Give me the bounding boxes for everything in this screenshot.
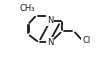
Text: N: N (47, 38, 54, 47)
Text: Cl: Cl (82, 36, 91, 45)
Text: N: N (47, 16, 54, 25)
Text: CH₃: CH₃ (19, 4, 35, 13)
